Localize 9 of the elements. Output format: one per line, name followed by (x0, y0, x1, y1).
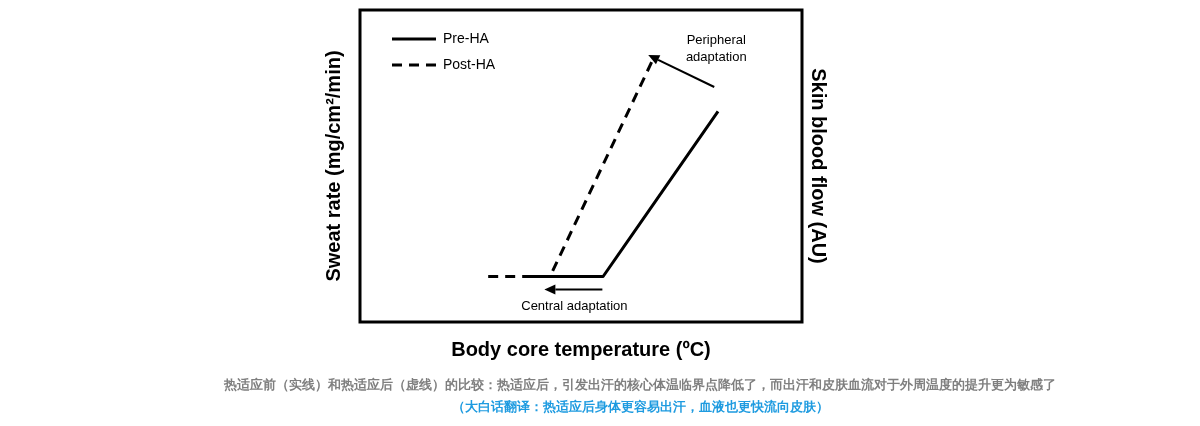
text: 热适应前（实线）和热适应后（虚线）的比较：热适应后，引发出汗的核心体温临界点降低了，而出汗和皮肤血流对于外周温度的提升更为敏感了 (223, 376, 1057, 394)
annotation: Peripheral adaptation (685, 32, 747, 65)
y-axis-title: Sweat rate (mg/cm²/min) (321, 50, 344, 282)
legend-label: Pre-HA (443, 29, 490, 46)
x-axis-title: Body core temperature (ºC) (451, 337, 711, 360)
legend-label: Post-HA (443, 55, 496, 72)
text: （大白话翻译：热适应后身体更容易出汗，血液也更快流向皮肤） (450, 398, 830, 416)
annotation: Central adaptation (521, 297, 628, 313)
y2-axis-title: Skin blood flow (AU) (808, 68, 831, 264)
